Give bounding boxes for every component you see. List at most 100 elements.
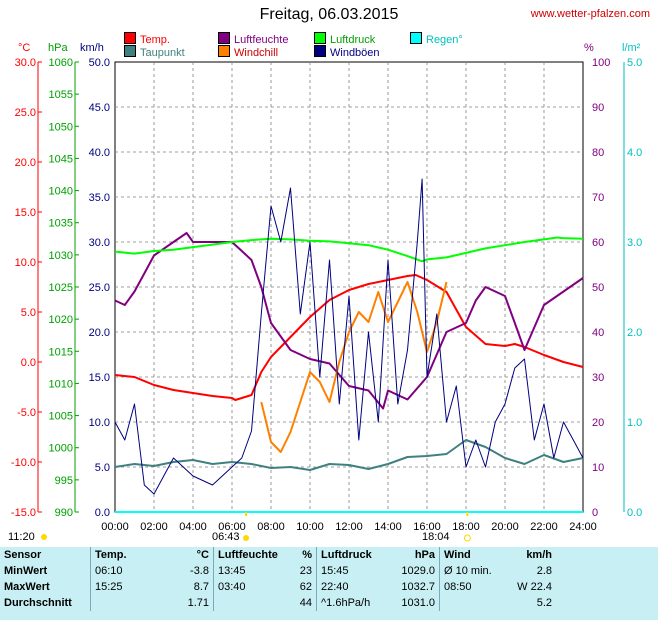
- y-tick-label-wind_kmh: 35.0: [89, 192, 110, 204]
- y-tick-label-wind_kmh: 0.0: [95, 507, 110, 519]
- series-line-1: [114, 439, 584, 471]
- moon-marker: [41, 534, 47, 540]
- y-tick-label-pressure_hpa: 1005: [49, 411, 73, 423]
- stats-header: Sensor: [4, 549, 42, 561]
- legend-swatch: [124, 32, 136, 44]
- y-tick-label-pressure_hpa: 1015: [49, 346, 73, 358]
- legend-swatch: [124, 45, 136, 57]
- unit-rain: l/m²: [622, 42, 641, 54]
- legend-swatch: [410, 32, 422, 44]
- stats-header: Luftfeuchte: [213, 547, 284, 563]
- y-tick-label-wind_kmh: 20.0: [89, 327, 110, 339]
- x-tick-label: 04:00: [179, 521, 207, 533]
- y-tick-label-humidity_pct: 20: [592, 417, 604, 429]
- y-tick-label-humidity_pct: 10: [592, 462, 604, 474]
- y-tick-label-pressure_hpa: 1020: [49, 314, 73, 326]
- y-tick-label-humidity_pct: 80: [592, 147, 604, 159]
- y-tick-label-rain_lm2: 3.0: [627, 237, 642, 249]
- y-tick-label-wind_kmh: 15.0: [89, 372, 110, 384]
- legend-windchill: Windchill: [218, 45, 278, 59]
- stats-header: hPa: [414, 549, 435, 561]
- y-tick-label-pressure_hpa: 1055: [49, 89, 73, 101]
- stats-header: %: [302, 549, 312, 561]
- y-tick-label-pressure_hpa: 995: [55, 475, 73, 487]
- stats-table: Sensor Temp. °C Luftfeuchte % Luftdruck …: [0, 547, 658, 620]
- weather-chart: 00:00 02:00 04:00 06:00 08:00 10:00 12:00 14:00…: [8, 57, 642, 543]
- y-tick-label-temp_c: 0.0: [21, 357, 36, 369]
- stats-header: Luftdruck: [316, 547, 397, 563]
- stats-header: Temp.: [90, 547, 155, 563]
- y-tick-label-rain_lm2: 5.0: [627, 57, 642, 69]
- stats-row-min: MinWert 06:10 -3.8 13:45 23 15:45 1029.0…: [4, 563, 552, 579]
- y-tick-label-pressure_hpa: 1045: [49, 153, 73, 165]
- y-tick-label-humidity_pct: 60: [592, 237, 604, 249]
- legend-rain: Regen°: [410, 32, 463, 46]
- x-tick-label: 14:00: [374, 521, 402, 533]
- y-tick-label-temp_c: 5.0: [21, 307, 36, 319]
- series-line-5: [114, 178, 584, 495]
- y-tick-label-rain_lm2: 2.0: [627, 327, 642, 339]
- sunrise-marker: [243, 535, 250, 541]
- y-tick-label-wind_kmh: 45.0: [89, 102, 110, 114]
- legend-pressure: Luftdruck: [314, 32, 375, 46]
- x-tick-label: 18:00: [452, 521, 480, 533]
- y-tick-label-rain_lm2: 4.0: [627, 147, 642, 159]
- x-tick-label: 08:00: [257, 521, 285, 533]
- series-line-3: [260, 281, 448, 453]
- y-tick-label-temp_c: 25.0: [15, 107, 36, 119]
- y-tick-label-wind_kmh: 30.0: [89, 237, 110, 249]
- y-tick-label-temp_c: 30.0: [15, 57, 36, 69]
- series-line-0: [114, 274, 584, 401]
- legend-dewpoint: Taupunkt: [124, 45, 185, 59]
- y-tick-label-rain_lm2: 0.0: [627, 507, 642, 519]
- moonset-label: 11:20: [8, 531, 35, 543]
- x-tick-label: 16:00: [413, 521, 441, 533]
- unit-temp: °C: [18, 42, 31, 54]
- y-tick-label-temp_c: -10.0: [11, 457, 36, 469]
- x-tick-label: 24:00: [569, 521, 597, 533]
- legend-humidity: Luftfeuchte: [218, 32, 288, 46]
- x-tick-label: 22:00: [530, 521, 558, 533]
- legend-swatch: [218, 45, 230, 57]
- stats-row-max: MaxWert 15:25 8.7 03:40 62 22:40 1032.7 …: [4, 579, 552, 595]
- stats-header: Wind: [439, 547, 506, 563]
- y-tick-label-temp_c: 10.0: [15, 257, 36, 269]
- x-tick-label: 20:00: [491, 521, 519, 533]
- y-tick-label-wind_kmh: 25.0: [89, 282, 110, 294]
- stats-header: °C: [196, 549, 209, 561]
- unit-wind: km/h: [80, 42, 104, 54]
- stats-row-avg: Durchschnitt 1.71 44 ^1.6hPa/h 1031.0 5.…: [4, 595, 552, 611]
- y-tick-label-humidity_pct: 90: [592, 102, 604, 114]
- y-tick-label-pressure_hpa: 1025: [49, 282, 73, 294]
- sunset-label: 18:04: [422, 531, 450, 543]
- y-tick-label-wind_kmh: 40.0: [89, 147, 110, 159]
- legend-swatch: [314, 45, 326, 57]
- y-tick-label-pressure_hpa: 1030: [49, 250, 73, 262]
- sunrise-label: 06:43: [212, 531, 240, 543]
- unit-pressure: hPa: [48, 42, 68, 54]
- sunset-marker: [463, 534, 471, 542]
- chart-title: Freitag, 06.03.2015: [259, 6, 399, 23]
- y-tick-label-wind_kmh: 5.0: [95, 462, 110, 474]
- y-tick-label-pressure_hpa: 990: [55, 507, 73, 519]
- x-tick-label: 00:00: [101, 521, 129, 533]
- y-tick-label-temp_c: 15.0: [15, 207, 36, 219]
- legend-swatch: [314, 32, 326, 44]
- y-tick-label-humidity_pct: 40: [592, 327, 604, 339]
- y-tick-label-temp_c: 20.0: [15, 157, 36, 169]
- x-tick-label: 12:00: [335, 521, 363, 533]
- y-tick-label-wind_kmh: 10.0: [89, 417, 110, 429]
- y-tick-label-rain_lm2: 1.0: [627, 417, 642, 429]
- x-tick-label: 02:00: [140, 521, 168, 533]
- legend-temp: Temp.: [124, 32, 170, 46]
- stats-header: km/h: [526, 549, 552, 561]
- y-tick-label-temp_c: -5.0: [17, 407, 36, 419]
- legend-swatch: [218, 32, 230, 44]
- y-tick-label-humidity_pct: 0: [592, 507, 598, 519]
- y-tick-label-humidity_pct: 70: [592, 192, 604, 204]
- site-link[interactable]: www.wetter-pfalzen.com: [530, 8, 650, 20]
- series-line-4: [114, 236, 584, 263]
- y-tick-label-temp_c: -15.0: [11, 507, 36, 519]
- y-tick-label-wind_kmh: 50.0: [89, 57, 110, 69]
- y-tick-label-humidity_pct: 30: [592, 372, 604, 384]
